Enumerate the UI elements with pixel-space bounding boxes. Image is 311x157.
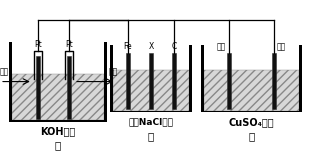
Bar	[172, 53, 176, 109]
Bar	[299, 45, 302, 112]
Text: C: C	[171, 42, 177, 51]
Text: 甲: 甲	[55, 140, 61, 150]
Bar	[110, 111, 192, 112]
Text: KOH溶液: KOH溶液	[40, 126, 76, 136]
Text: Fe: Fe	[123, 42, 132, 51]
Text: CuSO₄溶液: CuSO₄溶液	[229, 117, 274, 127]
Bar	[126, 53, 130, 109]
Text: 粗铜: 粗铜	[277, 42, 286, 51]
Text: 氢气: 氢气	[108, 67, 118, 76]
Bar	[36, 56, 40, 119]
Bar	[9, 42, 12, 122]
Bar	[201, 45, 204, 112]
Bar	[272, 53, 276, 109]
Text: 乙: 乙	[148, 131, 154, 141]
Text: Pt: Pt	[65, 40, 72, 49]
Bar	[189, 45, 192, 112]
Text: 氧气: 氧气	[0, 67, 9, 76]
Bar	[204, 70, 299, 111]
Bar	[149, 53, 153, 109]
Bar	[104, 42, 107, 122]
Bar	[201, 111, 302, 112]
Bar	[227, 53, 231, 109]
Bar	[12, 74, 104, 120]
Bar	[110, 45, 113, 112]
Text: 饱和NaCl溶液: 饱和NaCl溶液	[128, 117, 174, 126]
Text: Pt: Pt	[34, 40, 42, 49]
Bar	[113, 70, 189, 111]
Bar	[9, 120, 107, 122]
Text: X: X	[148, 42, 154, 51]
Text: 丙: 丙	[248, 131, 255, 141]
Bar	[67, 56, 71, 119]
Text: 精铜: 精铜	[217, 42, 226, 51]
